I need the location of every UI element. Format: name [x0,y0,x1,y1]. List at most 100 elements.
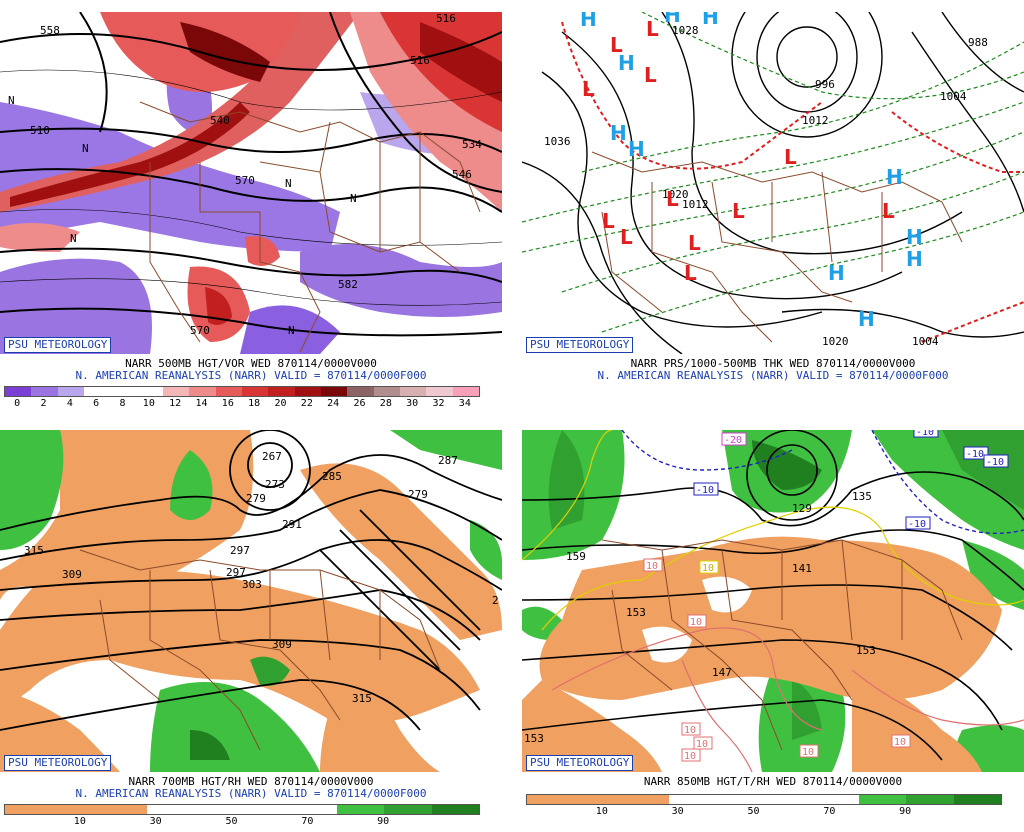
svg-text:287: 287 [438,454,458,467]
colorbar-tick-label: 14 [195,398,208,409]
svg-text:159: 159 [566,550,586,563]
temperature-labels-850mb: -20 -10 -10 -10 -10 -10 10 10 10 10 10 1… [643,430,1009,762]
colorbar-tick-label: 90 [377,816,390,827]
colorbar-swatch [716,795,765,804]
contour-label: 546 [452,168,472,181]
colorbar-swatch [268,387,295,396]
svg-text:1020: 1020 [662,188,689,201]
colorbar-swatch [384,805,432,814]
colorbar-swatch [764,795,812,804]
colorbar-swatch [452,387,479,396]
colorbar-swatch [953,795,1002,804]
svg-text:L: L [666,187,679,211]
svg-text:10: 10 [684,725,696,736]
colorbar-tick-label: 4 [66,398,73,409]
colorbar-swatch [147,805,195,814]
svg-text:129: 129 [792,502,812,515]
svg-text:N: N [350,192,357,205]
svg-text:1036: 1036 [544,135,571,148]
colorbar-tick-label: 28 [379,398,392,409]
pressure-map: 1028 1036 996 1020 1012 1004 988 1020 10… [522,12,1024,354]
svg-text:267: 267 [262,450,282,463]
svg-text:1028: 1028 [672,24,699,37]
svg-text:-20: -20 [724,435,742,446]
colorbar-swatch [242,805,290,814]
contour-label: 510 [30,124,50,137]
panel-850mb: 159 153 147 141 153 153 129 135 -20 -10 … [522,430,1024,832]
colorbar-swatch [99,805,148,814]
svg-text:N: N [285,177,292,190]
map-500mb: 558 510 540 570 516 534 546 582 570 516 … [0,12,502,354]
svg-text:279: 279 [246,492,266,505]
psu-meteorology-badge: PSU METEOROLOGY [4,755,112,771]
svg-text:L: L [732,199,745,223]
svg-text:L: L [882,199,895,223]
svg-text:H: H [664,12,681,27]
colorbar-swatch [136,387,163,396]
svg-text:10: 10 [702,563,714,574]
svg-text:H: H [906,247,923,271]
colorbar-swatch [347,387,374,396]
colorbar-tick-label: 50 [225,816,238,827]
colorbar-tick-label: 2 [40,398,47,409]
psu-meteorology-badge: PSU METEOROLOGY [526,337,634,353]
svg-text:H: H [828,261,845,285]
psu-meteorology-badge: PSU METEOROLOGY [4,337,112,353]
colorbar-tick-label: 10 [595,806,608,817]
colorbar-swatch [294,387,321,396]
colorbar-swatch [373,387,400,396]
colorbar-tick-label: 6 [93,398,100,409]
svg-text:L: L [684,261,697,285]
panel-title-line1: NARR PRS/1000-500MB THK WED 870114/0000V… [630,357,916,370]
svg-text:L: L [784,145,797,169]
colorbar-swatch [194,805,243,814]
svg-text:10: 10 [894,737,906,748]
colorbar-swatch [320,387,348,396]
colorbar-tick-label: 10 [73,816,86,827]
svg-text:H: H [906,225,923,249]
svg-text:1020: 1020 [822,335,849,348]
svg-text:1012: 1012 [682,198,709,211]
svg-text:153: 153 [524,732,544,745]
contour-label: 570 [235,174,255,187]
svg-text:H: H [886,165,903,189]
svg-text:291: 291 [282,518,302,531]
colorbar-swatch [5,805,53,814]
panel-surface-thickness: 1028 1036 996 1020 1012 1004 988 1020 10… [522,12,1024,414]
colorbar-swatch [52,805,100,814]
map-surface: 1028 1036 996 1020 1012 1004 988 1020 10… [522,12,1024,354]
svg-text:153: 153 [626,606,646,619]
svg-text:315: 315 [352,692,372,705]
svg-text:-10: -10 [966,449,984,460]
map-850mb: 159 153 147 141 153 153 129 135 -20 -10 … [522,430,1024,772]
panel-title-line1: NARR 500MB HGT/VOR WED 870114/0000V000 [125,357,377,370]
svg-text:N: N [82,142,89,155]
contour-labels-500mb: 558 510 540 570 516 534 546 582 570 516 [30,12,482,337]
panel-title-line1: NARR 700MB HGT/RH WED 870114/0000V000 [128,775,374,788]
svg-text:-10: -10 [986,457,1004,468]
svg-text:996: 996 [815,78,835,91]
colorbar-swatch [811,795,859,804]
colorbar-tick-label: 90 [899,806,912,817]
colorbar-swatch [215,387,242,396]
svg-text:988: 988 [968,36,988,49]
colorbar-swatch [574,795,622,804]
svg-text:10: 10 [802,747,814,758]
isobar-labels: 1028 1036 996 1020 1012 1004 988 1020 10… [544,24,988,348]
svg-text:273: 273 [265,478,285,491]
contour-label: 540 [210,114,230,127]
contour-label: 516 [436,12,456,25]
contour-label: 534 [462,138,482,151]
colorbar-labels-500mb: 0 2 4 6 8 10 12 14 16 18 20 22 24 26 28 30 32 34 [4,398,478,412]
svg-text:10: 10 [690,617,702,628]
colorbar-tick-label: 32 [432,398,445,409]
colorbar-swatch [110,387,137,396]
colorbar-swatch [162,387,190,396]
colorbar-swatch [426,387,453,396]
colorbar-tick-label: 0 [14,398,21,409]
svg-text:-10: -10 [908,519,926,530]
colorbar-swatch [83,387,111,396]
svg-text:303: 303 [242,578,262,591]
colorbar-swatch [31,387,58,396]
svg-text:L: L [688,231,701,255]
